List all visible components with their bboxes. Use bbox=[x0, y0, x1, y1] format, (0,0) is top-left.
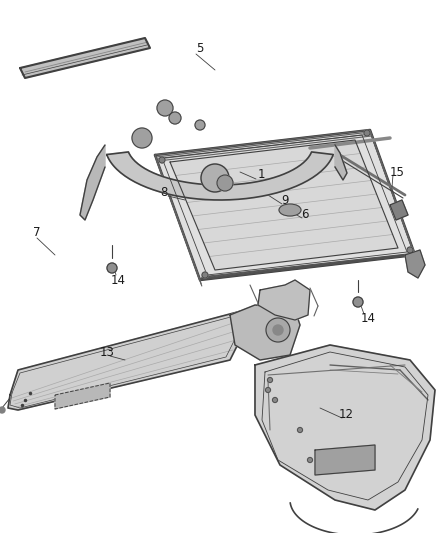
Text: 1: 1 bbox=[257, 168, 265, 182]
Circle shape bbox=[195, 120, 205, 130]
Circle shape bbox=[268, 377, 272, 383]
Circle shape bbox=[353, 297, 363, 307]
Circle shape bbox=[407, 247, 413, 253]
Circle shape bbox=[273, 325, 283, 335]
Text: 14: 14 bbox=[360, 311, 375, 325]
Circle shape bbox=[201, 164, 229, 192]
Polygon shape bbox=[8, 310, 255, 410]
Polygon shape bbox=[155, 130, 415, 280]
Circle shape bbox=[364, 130, 370, 136]
Circle shape bbox=[266, 318, 290, 342]
Polygon shape bbox=[405, 250, 425, 278]
Circle shape bbox=[157, 100, 173, 116]
Circle shape bbox=[265, 387, 271, 392]
Polygon shape bbox=[80, 145, 105, 220]
Circle shape bbox=[307, 457, 312, 463]
Circle shape bbox=[0, 407, 5, 413]
Polygon shape bbox=[255, 345, 435, 510]
Text: 15: 15 bbox=[389, 166, 404, 179]
Text: 7: 7 bbox=[33, 225, 41, 238]
Polygon shape bbox=[170, 140, 398, 270]
Circle shape bbox=[272, 398, 278, 402]
Polygon shape bbox=[230, 305, 300, 360]
Ellipse shape bbox=[279, 204, 301, 216]
Text: 14: 14 bbox=[110, 273, 126, 287]
Circle shape bbox=[169, 112, 181, 124]
Polygon shape bbox=[258, 280, 310, 320]
Text: 8: 8 bbox=[160, 185, 168, 198]
Polygon shape bbox=[390, 200, 408, 220]
Text: 6: 6 bbox=[301, 208, 309, 222]
Circle shape bbox=[107, 263, 117, 273]
Polygon shape bbox=[55, 383, 110, 409]
Circle shape bbox=[297, 427, 303, 432]
Polygon shape bbox=[107, 152, 333, 200]
Circle shape bbox=[217, 175, 233, 191]
Circle shape bbox=[132, 128, 152, 148]
Circle shape bbox=[202, 272, 208, 278]
Polygon shape bbox=[20, 38, 150, 78]
Circle shape bbox=[159, 157, 165, 163]
Polygon shape bbox=[335, 145, 347, 180]
Text: 9: 9 bbox=[281, 193, 289, 206]
Text: 13: 13 bbox=[99, 346, 114, 359]
Text: 5: 5 bbox=[196, 42, 204, 54]
Text: 12: 12 bbox=[339, 408, 353, 422]
Polygon shape bbox=[315, 445, 375, 475]
